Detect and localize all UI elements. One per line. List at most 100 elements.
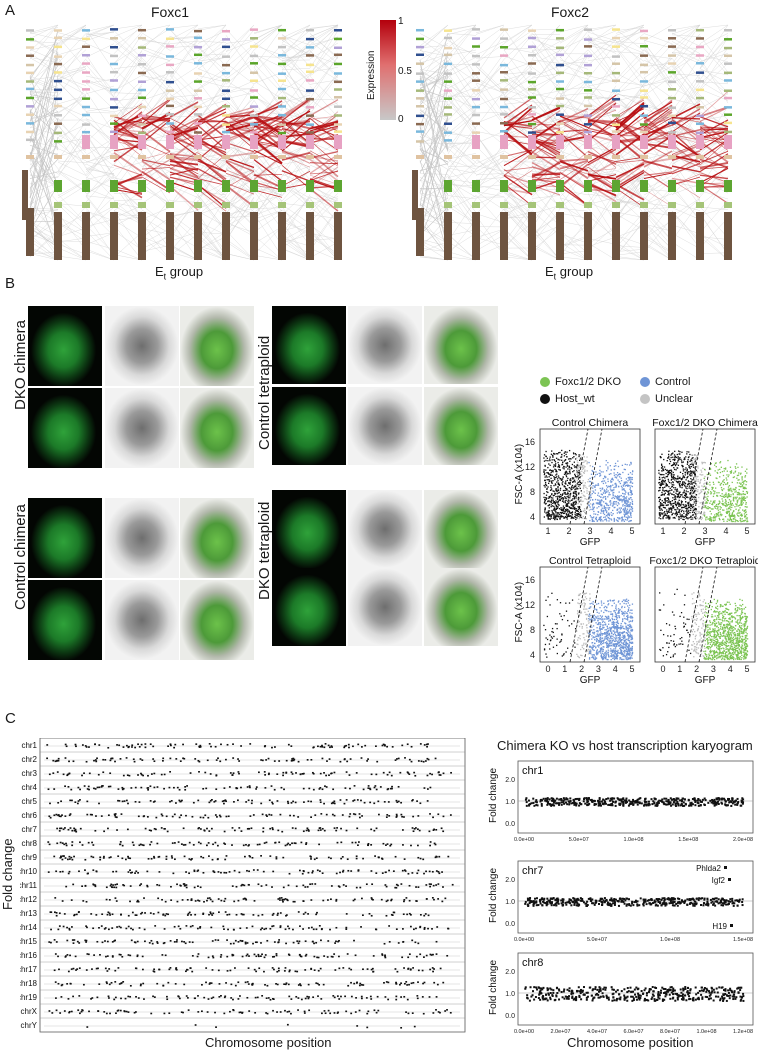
detail-ytick: 0.0 bbox=[505, 921, 515, 928]
embryo-image-right-r2-c0 bbox=[272, 490, 346, 568]
facs-xtick: 3 bbox=[596, 664, 601, 674]
facs-xtick: 0 bbox=[660, 664, 665, 674]
facs-xtick: 5 bbox=[629, 664, 634, 674]
chromosome-label: chr15 bbox=[20, 937, 38, 946]
facs-xtick: 1 bbox=[545, 526, 550, 536]
detail-xtick: 1.5e+08 bbox=[733, 937, 753, 943]
detail-xtick: 6.0e+07 bbox=[623, 1029, 643, 1035]
karyogram-row-chr11: chr11 bbox=[20, 881, 465, 893]
facs-xtick: 1 bbox=[677, 664, 682, 674]
karyogram-detail-title: Chimera KO vs host transcription karyogr… bbox=[497, 738, 753, 753]
karyogram-ylabel: Fold change bbox=[0, 838, 15, 910]
facs-xtick: 1 bbox=[562, 664, 567, 674]
karyogram-row-chr3: chr3 bbox=[21, 769, 465, 781]
embryo-image-left-r2-c0 bbox=[28, 498, 102, 578]
detail-plot-chr1: chr1 0.0 1.0 2.0 Fold change 0.0e+00 5.0e+07 1.… bbox=[488, 760, 754, 843]
embryo-image-right-r0-c0 bbox=[272, 306, 346, 384]
embryo-image-left-r0-c2 bbox=[180, 306, 254, 386]
facs-xtick: 4 bbox=[723, 526, 728, 536]
chromosome-label: chr11 bbox=[20, 881, 38, 890]
karyogram-row-chr13: chr13 bbox=[20, 909, 465, 921]
karyogram-row-chr18: chr18 bbox=[20, 979, 465, 991]
facs-ytick: 4 bbox=[530, 650, 535, 660]
expressing-edges bbox=[503, 91, 729, 208]
detail-xtick: 1.2e+08 bbox=[733, 1029, 753, 1035]
facs-ytick: 4 bbox=[530, 512, 535, 522]
karyogram-row-chr1: chr1 bbox=[21, 741, 465, 753]
detail-xtick: 1.0e+08 bbox=[623, 837, 643, 843]
lineage-nodes bbox=[22, 28, 342, 260]
karyogram-row-chr19: chr19 bbox=[20, 993, 465, 1005]
facs-xlabel: GFP bbox=[695, 675, 716, 685]
detail-plot-chr8: chr8 0.0 1.0 2.0 Fold change 0.0e+00 2.0e+07 4.… bbox=[488, 952, 754, 1035]
detail-xtick: 5.0e+07 bbox=[569, 837, 589, 843]
legend-dko: Foxc1/2 DKO bbox=[540, 376, 621, 388]
detail-xtick: 4.0e+07 bbox=[587, 1029, 607, 1035]
row-label-dko-tetraploid: DKO tetraploid bbox=[256, 501, 273, 600]
facs-ytick: 16 bbox=[525, 437, 535, 447]
chromosome-label: chr6 bbox=[21, 811, 37, 820]
embryo-image-left-r2-c2 bbox=[180, 498, 254, 578]
embryo-image-left-r0-c0 bbox=[28, 306, 102, 386]
facs-plot-title: Foxc1/2 DKO Tetraploid bbox=[649, 555, 758, 567]
chromosome-label: chr18 bbox=[20, 979, 38, 988]
chromosome-label: chr14 bbox=[20, 923, 38, 932]
embryo-image-right-r2-c1 bbox=[348, 490, 422, 568]
facs-xtick: 3 bbox=[587, 526, 592, 536]
detail-xtick: 2.0e+07 bbox=[550, 1029, 570, 1035]
chromosome-detail-plots: chr1 0.0 1.0 2.0 Fold change 0.0e+00 5.0e+07 1.… bbox=[488, 760, 754, 1035]
gene-label-phlda2: Phlda2 bbox=[696, 864, 721, 873]
facs-xtick: 4 bbox=[608, 526, 613, 536]
embryo-image-left-r3-c2 bbox=[180, 580, 254, 660]
row-label-control-tetraploid: Control tetraploid bbox=[256, 335, 273, 450]
detail-ylabel: Fold change bbox=[488, 868, 499, 923]
detail-xtick: 0.0e+00 bbox=[514, 1029, 534, 1035]
facs-xtick: 5 bbox=[629, 526, 634, 536]
chromosome-label: chr17 bbox=[20, 965, 38, 974]
embryo-image-right-r3-c2 bbox=[424, 568, 498, 646]
embryo-image-left-r3-c1 bbox=[105, 580, 179, 660]
karyogram-row-chr5: chr5 bbox=[21, 797, 465, 809]
facs-plot-title: Control Chimera bbox=[552, 417, 629, 429]
karyogram-row-chr2: chr2 bbox=[21, 755, 465, 767]
panel-a-letter: A bbox=[5, 2, 16, 19]
expression-colorbar bbox=[380, 20, 396, 120]
facs-xtick: 4 bbox=[613, 664, 618, 674]
legend-dko-swatch bbox=[540, 377, 550, 387]
facs-ytick: 12 bbox=[525, 600, 535, 610]
facs-xtick: 5 bbox=[744, 664, 749, 674]
facs-ytick: 12 bbox=[525, 462, 535, 472]
chromosome-label: chr2 bbox=[21, 755, 37, 764]
genome-karyogram: chr1 chr2 chr3 chr4 chr5 chr6 chr7 chr8 chr9 chr1… bbox=[20, 738, 466, 1033]
karyogram-row-chr7: chr7 bbox=[21, 825, 465, 837]
facs-xlabel: GFP bbox=[695, 537, 716, 548]
legend-control-swatch bbox=[640, 377, 650, 387]
chromosome-label: chr3 bbox=[21, 769, 37, 778]
chromosome-label: chr16 bbox=[20, 951, 38, 960]
detail-ytick: 2.0 bbox=[505, 877, 515, 884]
panel-c-letter: C bbox=[5, 710, 16, 727]
karyogram-row-chr8: chr8 bbox=[21, 839, 465, 851]
chromosome-label: chr7 bbox=[21, 825, 37, 834]
detail-ytick: 2.0 bbox=[505, 777, 515, 784]
row-label-dko-chimera: DKO chimera bbox=[12, 319, 29, 410]
foxc2-lineage-graph bbox=[412, 24, 732, 261]
facs-plot-1: Foxc1/2 DKO Chimera 1 2 3 4 5 GFP bbox=[652, 417, 758, 548]
colorbar-tick-0-5: 0.5 bbox=[398, 66, 412, 77]
colorbar-tick-1: 1 bbox=[398, 16, 404, 27]
legend-unclear: Unclear bbox=[640, 393, 693, 405]
chromosome-label: chr13 bbox=[20, 909, 38, 918]
gene-label-igf2: Igf2 bbox=[712, 876, 726, 885]
facs-xtick: 1 bbox=[660, 526, 665, 536]
karyogram-xlabel: Chromosome position bbox=[205, 1035, 332, 1050]
embryo-image-right-r0-c1 bbox=[348, 306, 422, 384]
foxc1-xlabel: Et group bbox=[155, 264, 204, 282]
chromosome-label: chrX bbox=[21, 1007, 38, 1016]
lineage-edges bbox=[29, 24, 339, 261]
detail-xtick: 1.0e+08 bbox=[660, 937, 680, 943]
chromosome-label: chr1 bbox=[21, 741, 37, 750]
karyogram-row-chr4: chr4 bbox=[21, 783, 465, 795]
karyogram-row-chr16: chr16 bbox=[20, 951, 465, 963]
